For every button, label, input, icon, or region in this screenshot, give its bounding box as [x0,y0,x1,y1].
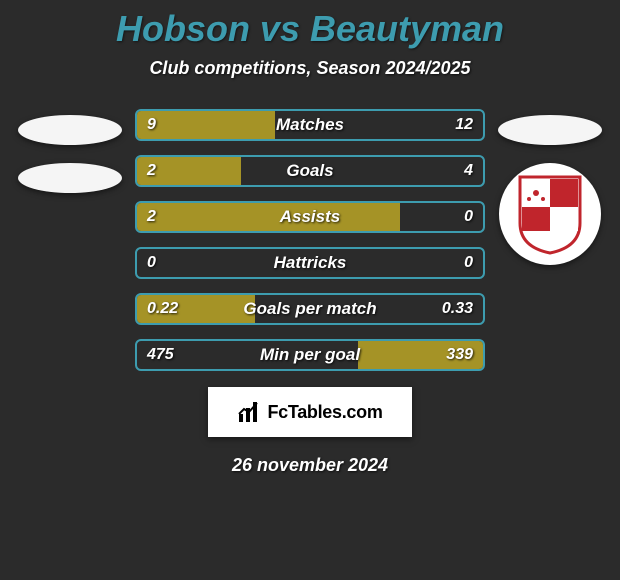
player-photo-placeholder [498,115,602,145]
brand-badge: FcTables.com [208,387,412,437]
stat-bar-left-fill [137,203,400,231]
stat-bars: 912Matches24Goals20Assists00Hattricks0.2… [135,109,485,371]
stat-bar: 20Assists [135,201,485,233]
stat-bar-left-fill [137,111,275,139]
stat-bar: 0.220.33Goals per match [135,293,485,325]
stat-left-value: 9 [147,116,156,134]
stat-left-value: 0.22 [147,300,178,318]
stat-right-value: 12 [455,116,473,134]
stat-left-value: 2 [147,162,156,180]
stat-bar: 0 0Hattricks [135,247,485,279]
club-crest [499,163,601,265]
player-photo-placeholder [18,163,122,193]
stat-bar: 475339Min per goal [135,339,485,371]
stat-left-value: 475 [147,346,174,364]
stat-left-value: 0 [147,254,156,272]
stat-right-value: 0.33 [442,300,473,318]
brand-text: FcTables.com [267,402,382,423]
page-subtitle: Club competitions, Season 2024/2025 [0,58,620,79]
date-label: 26 november 2024 [0,455,620,476]
stat-right-value: 339 [446,346,473,364]
page-title: Hobson vs Beautyman [0,8,620,50]
stat-bar: 912Matches [135,109,485,141]
comparison-card: Hobson vs Beautyman Club competitions, S… [0,0,620,476]
main-row: 912Matches24Goals20Assists00Hattricks0.2… [0,109,620,371]
bar-chart-icon [237,400,261,424]
stat-right-value: 0 [464,208,473,226]
stat-left-value: 2 [147,208,156,226]
stat-label: Hattricks [137,253,483,273]
left-badge-column [15,109,125,193]
stat-right-value: 0 [464,254,473,272]
stat-bar: 24Goals [135,155,485,187]
player-photo-placeholder [18,115,122,145]
right-badge-column [495,109,605,265]
stat-right-value: 4 [464,162,473,180]
